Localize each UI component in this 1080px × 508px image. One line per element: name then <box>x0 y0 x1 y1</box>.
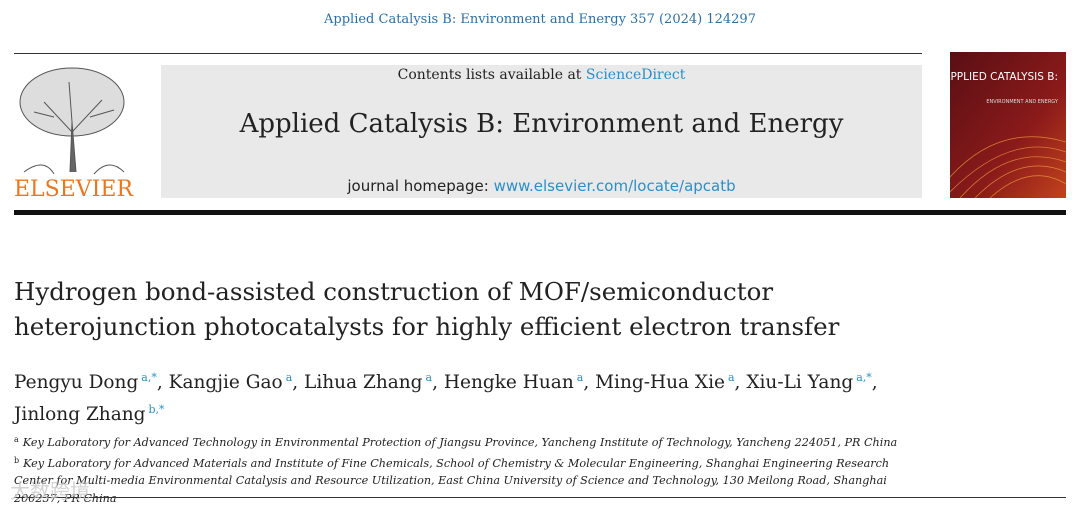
author-name: Xiu-Li Yang <box>746 372 854 393</box>
homepage-link[interactable]: www.elsevier.com/locate/apcatb <box>493 177 736 195</box>
publisher-name: ELSEVIER <box>14 177 134 202</box>
separator: , <box>583 372 590 393</box>
author: Lihua Zhang a, <box>304 371 438 393</box>
rule <box>14 53 922 54</box>
title-line: Hydrogen bond-assisted construction of M… <box>14 277 774 306</box>
author-name: Hengke Huan <box>443 372 574 393</box>
author-affiliation-mark: a <box>576 371 584 384</box>
author: Jinlong Zhang b,* <box>14 403 165 425</box>
author: Xiu-Li Yang a,*, <box>746 371 878 393</box>
author-name: Pengyu Dong <box>14 372 139 393</box>
author-affiliation-mark: a <box>285 371 293 384</box>
separator: , <box>734 372 741 393</box>
author-name: Jinlong Zhang <box>14 404 146 425</box>
author-name: Lihua Zhang <box>304 372 423 393</box>
homepage-line: journal homepage: www.elsevier.com/locat… <box>161 177 922 195</box>
author-affiliation-mark: a <box>727 371 735 384</box>
affiliation-label: b <box>14 455 20 465</box>
rule <box>14 210 1066 215</box>
title-line: heterojunction photocatalysts for highly… <box>14 312 840 341</box>
elsevier-logo: ELSEVIER <box>14 67 134 202</box>
rule <box>14 497 1066 498</box>
author-affiliation-mark: a,* <box>856 371 872 384</box>
citation: Applied Catalysis B: Environment and Ene… <box>324 12 756 27</box>
author-affiliation-mark: a <box>425 371 433 384</box>
affiliation-text: Key Laboratory for Advanced Technology i… <box>22 436 898 449</box>
author-affiliation-mark: a,* <box>141 371 157 384</box>
journal-banner: Contents lists available at ScienceDirec… <box>161 65 922 198</box>
author-name: Kangjie Gao <box>168 372 283 393</box>
homepage-prefix: journal homepage: <box>347 177 489 195</box>
author: Ming-Hua Xie a, <box>595 371 741 393</box>
separator: , <box>432 372 438 393</box>
author: Pengyu Dong a,*, <box>14 371 163 393</box>
cover-title: APPLIED CATALYSIS B: <box>950 71 1058 83</box>
sciencedirect-link[interactable]: ScienceDirect <box>585 67 686 83</box>
separator: , <box>871 372 878 393</box>
author-list: Pengyu Dong a,*, Kangjie Gao a, Lihua Zhan… <box>14 364 944 428</box>
contents-line: Contents lists available at ScienceDirec… <box>161 67 922 83</box>
author-name: Ming-Hua Xie <box>595 372 725 393</box>
affiliation: a Key Laboratory for Advanced Technology … <box>14 431 919 452</box>
author-affiliation-mark: b,* <box>148 403 165 416</box>
affiliations: a Key Laboratory for Advanced Technology … <box>14 431 919 507</box>
author: Kangjie Gao a, <box>168 371 299 393</box>
affiliation-label: a <box>14 435 19 444</box>
cover-subtitle: ENVIRONMENT AND ENERGY <box>986 99 1059 105</box>
contents-prefix: Contents lists available at <box>397 67 582 83</box>
article-title: Hydrogen bond-assisted construction of M… <box>14 274 839 344</box>
author: Hengke Huan a, <box>443 371 590 393</box>
separator: , <box>292 372 299 393</box>
journal-title: Applied Catalysis B: Environment and Ene… <box>239 109 844 139</box>
affiliation-text: Key Laboratory for Advanced Materials an… <box>14 456 890 505</box>
separator: , <box>156 372 163 393</box>
journal-cover: APPLIED CATALYSIS B: ENVIRONMENT AND ENE… <box>950 52 1066 198</box>
affiliation: b Key Laboratory for Advanced Materials a… <box>14 452 919 508</box>
watermark: 大数跨境 <box>10 479 90 503</box>
